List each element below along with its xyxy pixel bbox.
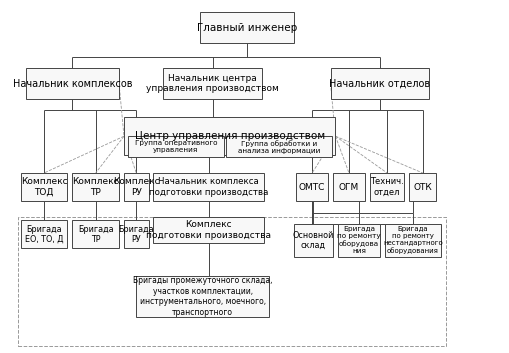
Text: Центр управления производством: Центр управления производством [135, 131, 325, 141]
Text: Начальник комплекса
подготовки производства: Начальник комплекса подготовки производс… [149, 177, 269, 197]
FancyBboxPatch shape [124, 220, 149, 248]
Text: Бригада
РУ: Бригада РУ [119, 225, 154, 244]
Text: Главный инженер: Главный инженер [197, 23, 297, 33]
FancyBboxPatch shape [21, 173, 67, 201]
Text: Бригада
по ремонту
оборудова
ния: Бригада по ремонту оборудова ния [337, 226, 381, 255]
Text: Группа оперативного
управления: Группа оперативного управления [134, 140, 217, 153]
Text: Комплекс
РУ: Комплекс РУ [113, 177, 160, 197]
Text: Начальник отделов: Начальник отделов [329, 79, 430, 89]
FancyBboxPatch shape [338, 224, 380, 257]
FancyBboxPatch shape [128, 136, 224, 157]
FancyBboxPatch shape [227, 136, 332, 157]
Text: Бригада
по ремонту
нестандартного
оборудования: Бригада по ремонту нестандартного оборуд… [383, 226, 443, 255]
FancyBboxPatch shape [25, 68, 119, 100]
Text: ОГМ: ОГМ [339, 183, 359, 192]
Text: Основной
склад: Основной склад [293, 231, 334, 250]
Text: ОТК: ОТК [413, 183, 432, 192]
FancyBboxPatch shape [409, 173, 436, 201]
FancyBboxPatch shape [163, 68, 262, 100]
Text: Технич.
отдел: Технич. отдел [370, 177, 404, 197]
FancyBboxPatch shape [21, 220, 67, 248]
FancyBboxPatch shape [154, 173, 264, 201]
FancyBboxPatch shape [72, 220, 119, 248]
FancyBboxPatch shape [124, 173, 149, 201]
FancyBboxPatch shape [333, 173, 365, 201]
FancyBboxPatch shape [124, 117, 335, 155]
Text: Бригада
ТР: Бригада ТР [78, 225, 114, 244]
FancyBboxPatch shape [72, 173, 119, 201]
FancyBboxPatch shape [136, 276, 269, 317]
Text: Комплекс
ТОД: Комплекс ТОД [21, 177, 67, 197]
Text: Начальник комплексов: Начальник комплексов [13, 79, 132, 89]
Text: Группа обработки и
анализа информации: Группа обработки и анализа информации [238, 140, 320, 154]
Text: Начальник центра
управления производством: Начальник центра управления производство… [146, 74, 279, 94]
FancyBboxPatch shape [296, 173, 328, 201]
Text: Комплекс
подготовки производства: Комплекс подготовки производства [146, 220, 271, 240]
Text: Комплекс
ТР: Комплекс ТР [72, 177, 119, 197]
Text: Бригада
ЕО, ТО, Д: Бригада ЕО, ТО, Д [25, 225, 63, 244]
Text: ОМТС: ОМТС [299, 183, 325, 192]
FancyBboxPatch shape [330, 68, 429, 100]
FancyBboxPatch shape [370, 173, 404, 201]
FancyBboxPatch shape [154, 217, 264, 243]
FancyBboxPatch shape [385, 224, 441, 257]
FancyBboxPatch shape [200, 12, 294, 43]
Text: Бригады промежуточного склада,
участков комплектации,
инструментального, моечног: Бригады промежуточного склада, участков … [133, 276, 272, 317]
FancyBboxPatch shape [294, 224, 333, 257]
